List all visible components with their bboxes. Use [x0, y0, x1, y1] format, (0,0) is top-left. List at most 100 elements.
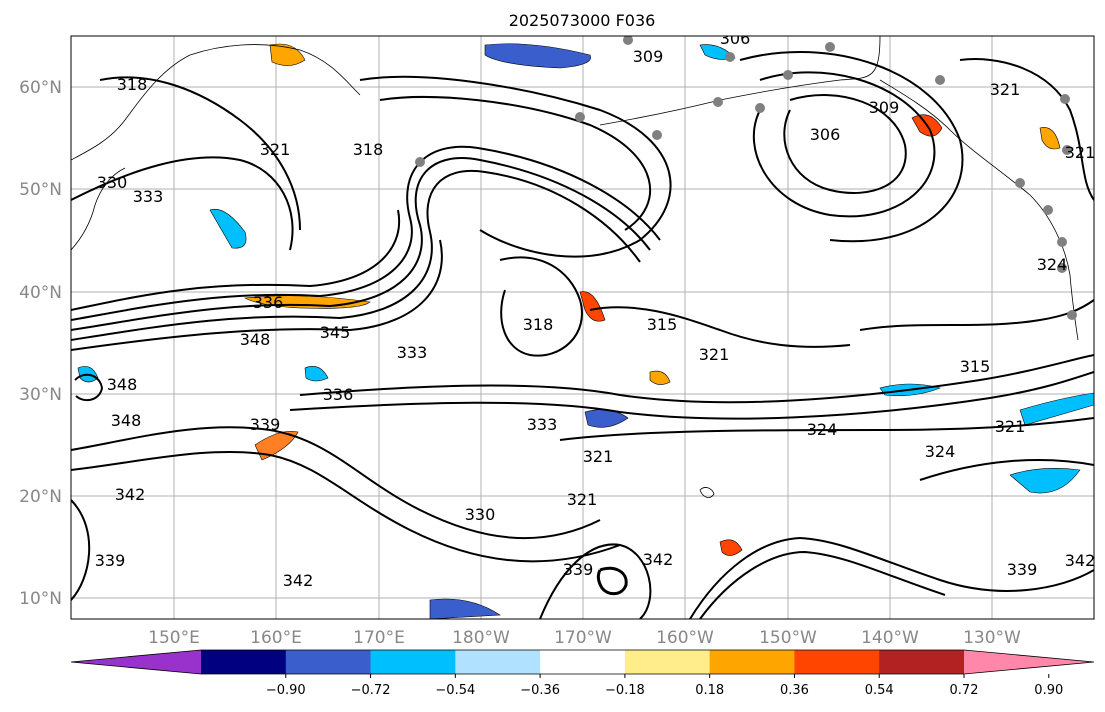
station-marker	[825, 42, 835, 52]
longitude-tick-label: 130°W	[963, 628, 1021, 648]
contour-label: 348	[111, 411, 142, 430]
contour-label: 321	[995, 417, 1026, 436]
colorbar-segment	[624, 650, 711, 674]
station-marker	[935, 75, 945, 85]
colorbar-tick-label: −0.18	[605, 683, 645, 698]
colorbar-tick-label: −0.54	[435, 683, 475, 698]
contour-label: 324	[807, 420, 838, 439]
shade-blob	[1019, 392, 1094, 426]
colorbar-tick-label: 0.18	[695, 683, 724, 698]
contour-label: 324	[1037, 255, 1068, 274]
colorbar-segment	[709, 650, 795, 674]
shade-blob	[304, 366, 329, 382]
contour-label: 321	[567, 490, 598, 509]
coastlines	[71, 36, 1079, 498]
contour-label: 318	[117, 75, 148, 94]
latitude-tick-label: 60°N	[19, 78, 62, 98]
shade-blob	[209, 208, 247, 249]
station-marker	[1043, 205, 1053, 215]
colorbar-segment	[455, 650, 541, 674]
contour-line	[71, 157, 651, 331]
station-marker	[713, 97, 723, 107]
latitude-tick-label: 20°N	[19, 487, 62, 507]
contour-line	[783, 94, 907, 194]
contour-line	[596, 566, 628, 596]
longitude-tick-label: 180°W	[452, 628, 510, 648]
contour-line	[739, 50, 964, 243]
contour-line	[71, 209, 401, 311]
contour-label: 342	[1065, 551, 1096, 570]
contour-label: 315	[960, 357, 991, 376]
contour-label: 321	[699, 345, 730, 364]
colorbar-extend-min	[71, 650, 201, 674]
shade-blob	[579, 291, 606, 322]
longitude-tick-label: 150°W	[759, 628, 817, 648]
station-marker	[755, 103, 765, 113]
contour-label: 333	[133, 187, 164, 206]
contour-line	[959, 58, 1094, 201]
contour-label: 342	[643, 550, 674, 569]
latitude-tick-label: 30°N	[19, 385, 62, 405]
contour-label: 315	[647, 315, 678, 334]
contour-line	[71, 169, 641, 341]
contour-line	[71, 239, 443, 351]
colorbar-segment	[794, 650, 880, 674]
latitude-labels: 60°N 50°N 40°N 30°N 20°N 10°N	[19, 78, 62, 609]
contour-line	[74, 373, 104, 402]
contour-label: 342	[115, 485, 146, 504]
contour-label: 333	[397, 343, 428, 362]
shade-blob	[649, 370, 671, 385]
longitude-tick-label: 160°W	[656, 628, 714, 648]
contour-label: 324	[925, 442, 956, 461]
contour-line	[499, 256, 583, 357]
station-marker	[1057, 263, 1067, 273]
contour-line	[359, 75, 672, 258]
latitude-tick-label: 40°N	[19, 283, 62, 303]
contour-line	[589, 306, 851, 348]
station-marker	[623, 36, 633, 45]
contours	[71, 50, 1094, 619]
longitude-tick-label: 140°W	[861, 628, 919, 648]
shade-blob	[484, 43, 591, 69]
longitude-tick-label: 170°E	[353, 628, 405, 648]
contour-label: 336	[323, 385, 354, 404]
colorbar-tick-label: 0.72	[950, 683, 979, 698]
contour-line	[71, 426, 601, 540]
colorbar-tick-label: −0.72	[351, 683, 391, 698]
contour-label: 342	[283, 571, 314, 590]
coastline	[71, 44, 361, 161]
contour-label: 339	[563, 560, 594, 579]
station-marker	[415, 157, 425, 167]
colorbar-tick-label: 0.36	[780, 683, 809, 698]
longitude-labels: 150°E 160°E 170°E 180°W 170°W 160°W 150°W 140°W…	[148, 628, 1021, 648]
latitude-tick-label: 50°N	[19, 180, 62, 200]
contour-label: 318	[353, 140, 384, 159]
colorbar-tick-label: 0.90	[1034, 683, 1063, 698]
colorbar-segment	[285, 650, 372, 674]
contour-line	[539, 543, 652, 619]
longitude-tick-label: 150°E	[148, 628, 200, 648]
map-frame	[70, 35, 1095, 620]
contour-label: 318	[523, 315, 554, 334]
colorbar-outline	[70, 649, 1095, 675]
station-marker	[1067, 310, 1077, 320]
station-markers	[415, 36, 1077, 320]
contour-line	[699, 550, 946, 619]
contour-line	[559, 417, 1094, 441]
contour-line	[919, 459, 1094, 481]
contour-label: 339	[250, 415, 281, 434]
colorbar-segment	[879, 650, 965, 674]
contour-label: 309	[633, 47, 664, 66]
coastline	[879, 79, 1079, 341]
longitude-tick-label: 160°E	[250, 628, 302, 648]
latitude-tick-label: 10°N	[19, 589, 62, 609]
contour-label: 339	[95, 551, 126, 570]
contour-label: 321	[260, 140, 291, 159]
shade-blob	[719, 539, 743, 556]
contour-line	[379, 96, 652, 231]
longitude-tick-label: 170°W	[554, 628, 612, 648]
contour-label: 306	[810, 125, 841, 144]
contour-label: 321	[1065, 143, 1096, 162]
coastline	[599, 36, 881, 126]
contour-line	[752, 71, 936, 218]
